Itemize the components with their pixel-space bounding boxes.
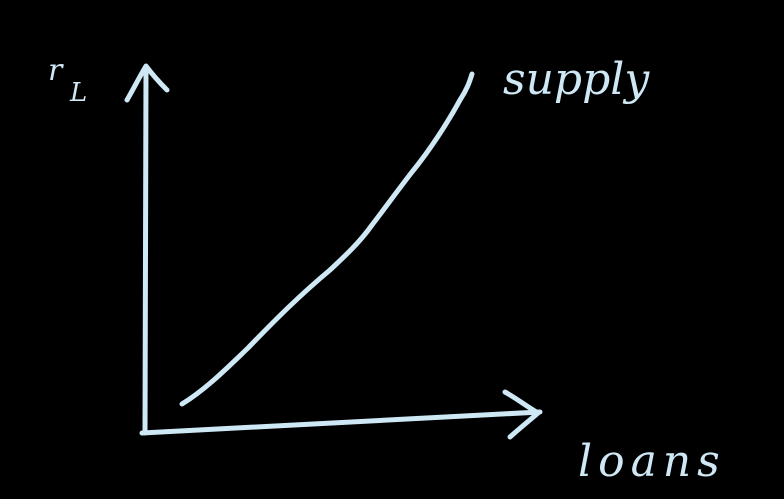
y-axis-arrowhead — [124, 63, 170, 103]
supply-label: supply — [503, 54, 650, 105]
x-axis — [139, 389, 543, 440]
x-axis-arrowhead — [502, 389, 541, 440]
x-axis-line — [139, 409, 543, 436]
y-axis-label-subscript: L — [69, 78, 87, 108]
y-axis — [124, 63, 170, 436]
x-axis-label: loans — [578, 436, 726, 487]
y-axis-line — [142, 67, 149, 436]
supply-curve — [179, 71, 475, 407]
y-axis-label: r — [48, 53, 64, 88]
